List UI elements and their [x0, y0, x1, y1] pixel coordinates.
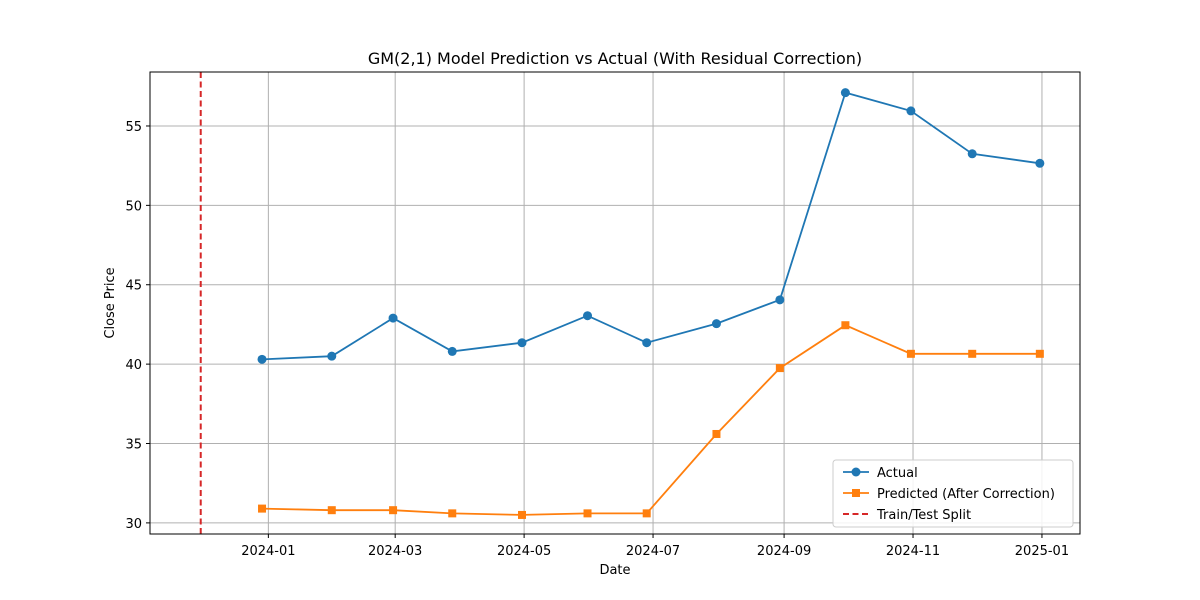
data-point-1	[1035, 349, 1044, 358]
data-point-0	[517, 338, 527, 348]
grid	[150, 72, 1080, 534]
y-tick-label: 40	[125, 358, 142, 373]
data-point-0	[1035, 158, 1045, 168]
x-tick-label: 2025-01	[1015, 544, 1069, 559]
y-tick-label: 55	[125, 120, 142, 135]
chart-title: GM(2,1) Model Prediction vs Actual (With…	[368, 49, 862, 68]
legend-label-0: Actual	[877, 466, 918, 481]
data-point-0	[967, 149, 977, 159]
legend-marker-0	[851, 467, 861, 477]
legend-box	[832, 459, 1074, 528]
y-axis-label: Close Price	[103, 267, 118, 338]
data-point-0	[388, 313, 398, 323]
data-point-0	[775, 295, 785, 305]
legend-marker-1	[852, 489, 860, 497]
x-tick-label: 2024-05	[497, 544, 551, 559]
data-point-1	[968, 349, 977, 358]
y-tick-label: 50	[125, 199, 142, 214]
x-axis-label: Date	[599, 563, 630, 578]
data-point-0	[840, 88, 850, 98]
data-point-1	[906, 349, 915, 358]
data-point-0	[583, 311, 593, 321]
data-point-1	[841, 321, 850, 330]
data-point-1	[712, 429, 721, 438]
x-tick-label: 2024-01	[241, 544, 295, 559]
x-tick-label: 2024-09	[757, 544, 811, 559]
data-point-1	[327, 506, 336, 515]
x-tick-label: 2024-11	[886, 544, 940, 559]
series-layer	[257, 88, 1045, 519]
data-point-1	[583, 509, 592, 518]
series-line-0	[261, 91, 1040, 361]
legend-label-1: Predicted (After Correction)	[877, 487, 1055, 502]
legend-label-2: Train/Test Split	[876, 508, 971, 523]
y-tick-label: 45	[125, 279, 142, 294]
data-point-0	[906, 106, 916, 116]
data-point-0	[642, 338, 652, 348]
plot-frame	[149, 71, 1081, 535]
data-point-1	[389, 506, 398, 515]
data-point-1	[775, 364, 784, 373]
data-point-0	[447, 346, 457, 356]
data-point-0	[711, 319, 721, 329]
data-point-1	[258, 504, 267, 513]
legend: Actual Predicted (After Correction) Train/…	[832, 459, 1074, 528]
data-point-1	[518, 510, 526, 519]
y-tick-label: 30	[125, 517, 142, 532]
data-point-0	[257, 354, 267, 364]
data-point-1	[448, 509, 457, 518]
x-tick-label: 2024-07	[626, 544, 680, 559]
data-point-1	[642, 509, 651, 518]
y-tick-label: 35	[125, 438, 142, 453]
x-tick-label: 2024-03	[368, 544, 422, 559]
axis-ticks: 2024-01 2024-03 2024-05 2024-07 2024-09 2024-…	[125, 120, 1069, 559]
data-point-0	[327, 351, 337, 361]
